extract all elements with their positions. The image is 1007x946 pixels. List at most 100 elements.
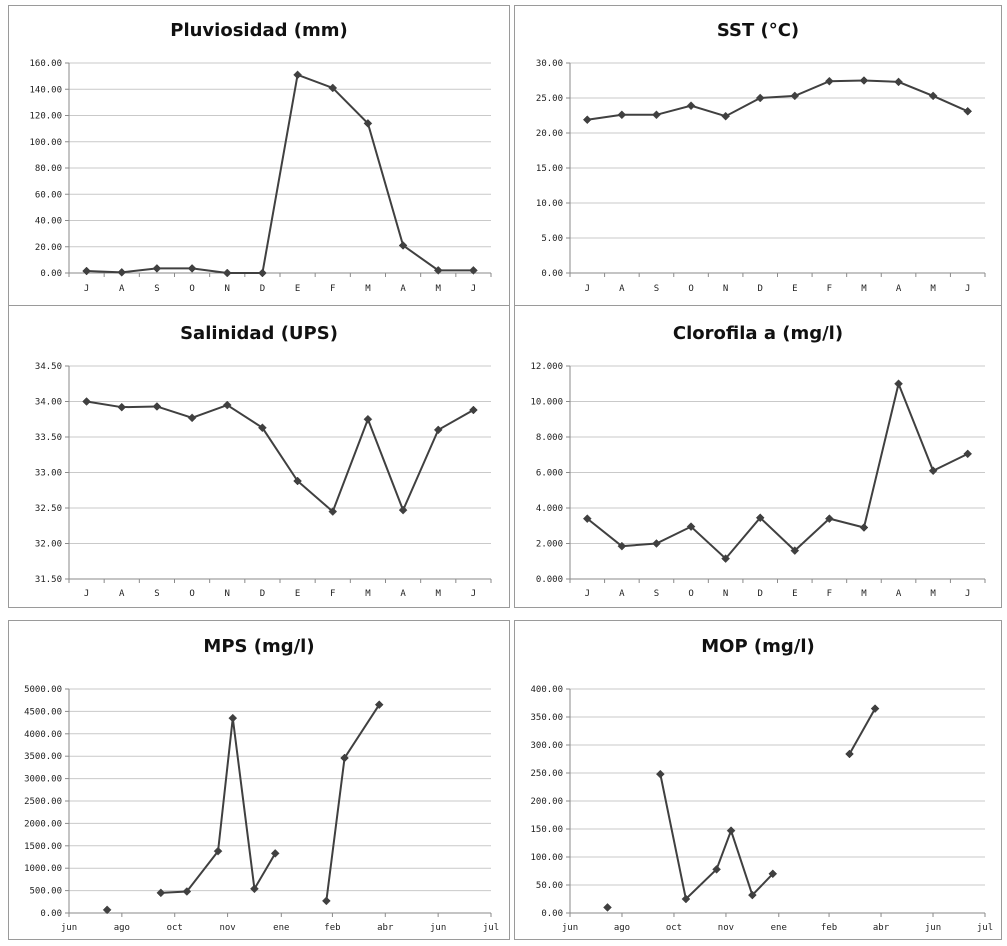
x-tick-label: J xyxy=(471,589,476,599)
y-tick-label: 400.00 xyxy=(530,685,563,695)
data-point xyxy=(222,400,232,410)
data-point xyxy=(152,402,162,411)
data-point xyxy=(963,106,973,116)
y-tick-label: 15.00 xyxy=(536,164,563,174)
y-tick-label: 2500.00 xyxy=(24,797,62,807)
x-tick-label: M xyxy=(861,284,867,294)
chart-title: Clorofila a (mg/l) xyxy=(673,323,843,344)
data-point xyxy=(603,903,612,912)
data-point xyxy=(721,554,730,563)
mop-chart: MOP (mg/l) 0.00 50.00 100.00 150.00 200.00 250… xyxy=(530,636,993,933)
y-tick-label: 10.000 xyxy=(530,398,563,408)
x-tick-label: J xyxy=(965,284,970,294)
x-tick-label: M xyxy=(365,589,371,599)
data-point xyxy=(469,405,478,415)
y-tick-label: 2.000 xyxy=(536,540,563,550)
x-tick-label: abr xyxy=(873,923,890,933)
y-tick-label: 4.000 xyxy=(536,504,563,514)
y-tick-label: 500.00 xyxy=(29,887,62,897)
data-point xyxy=(270,849,280,858)
x-tick-label: J xyxy=(84,284,89,294)
x-tick-label: ago xyxy=(114,923,130,933)
y-tick-label: 1500.00 xyxy=(24,842,62,852)
y-tick-label: 8.000 xyxy=(536,433,563,443)
series-line xyxy=(86,73,474,274)
x-tick-label: A xyxy=(619,284,625,294)
data-point xyxy=(790,546,800,555)
y-tick-label: 25.00 xyxy=(536,94,563,104)
data-point xyxy=(686,522,696,531)
data-point xyxy=(374,700,384,710)
y-tick-label: 30.00 xyxy=(536,59,563,69)
data-point xyxy=(82,397,91,406)
x-tick-label: nov xyxy=(718,923,734,933)
data-point xyxy=(652,539,661,548)
chart-title: SST (°C) xyxy=(717,20,799,41)
x-tick-label: M xyxy=(436,589,442,599)
data-point xyxy=(681,894,691,904)
x-tick-label: jul xyxy=(977,923,993,933)
y-tick-label: 5000.00 xyxy=(24,685,62,695)
data-point xyxy=(250,884,259,894)
chart-panel-salinidad: Salinidad (UPS) 31.50 32.00 32.50 33.00 33.50… xyxy=(8,305,510,608)
x-tick-label: A xyxy=(896,589,902,599)
x-tick-label: S xyxy=(654,284,659,294)
y-tick-label: 50.00 xyxy=(536,881,563,891)
x-tick-label: D xyxy=(757,589,762,599)
y-tick-label: 0.00 xyxy=(541,909,563,919)
x-tick-label: abr xyxy=(377,923,394,933)
y-tick-label: 60.00 xyxy=(35,190,62,200)
y-tick-label: 10.00 xyxy=(536,199,563,209)
x-tick-label: oct xyxy=(666,923,682,933)
x-tick-label: O xyxy=(189,284,194,294)
y-tick-label: 100.00 xyxy=(29,138,62,148)
data-point xyxy=(222,268,232,278)
data-point xyxy=(748,890,757,900)
y-tick-label: 34.50 xyxy=(35,362,62,372)
y-tick-label: 33.00 xyxy=(35,469,62,479)
data-point xyxy=(686,101,696,111)
x-tick-label: M xyxy=(930,589,936,599)
chart-title: MPS (mg/l) xyxy=(203,636,314,657)
series-line xyxy=(160,717,277,894)
chart-panel-mps: MPS (mg/l) 0.00 500.00 1000.00 1500.00 2000.0… xyxy=(8,620,510,940)
data-point xyxy=(433,266,443,275)
x-tick-label: O xyxy=(189,589,194,599)
series-line xyxy=(86,400,474,514)
data-point xyxy=(117,402,127,412)
y-tick-label: 31.50 xyxy=(35,575,62,585)
data-point xyxy=(187,413,197,423)
x-tick-label: oct xyxy=(167,923,183,933)
data-point xyxy=(340,753,349,763)
x-tick-label: N xyxy=(723,284,728,294)
series-line xyxy=(659,773,774,901)
x-tick-label: ene xyxy=(273,923,289,933)
x-tick-label: M xyxy=(930,284,936,294)
data-point xyxy=(398,505,408,515)
y-tick-label: 160.00 xyxy=(29,59,62,69)
x-tick-label: A xyxy=(400,284,406,294)
x-tick-label: A xyxy=(896,284,902,294)
x-tick-label: S xyxy=(154,589,159,599)
data-point xyxy=(363,119,373,128)
x-tick-label: feb xyxy=(821,923,837,933)
chart-panel-mop: MOP (mg/l) 0.00 50.00 100.00 150.00 200.00 250… xyxy=(514,620,1002,940)
x-tick-label: nov xyxy=(219,923,235,933)
y-tick-label: 250.00 xyxy=(530,769,563,779)
data-point xyxy=(721,111,730,121)
data-point xyxy=(363,414,373,424)
data-point xyxy=(617,110,627,120)
data-point xyxy=(228,713,238,723)
data-point xyxy=(182,887,192,896)
y-tick-label: 200.00 xyxy=(530,797,563,807)
y-tick-label: 32.00 xyxy=(35,540,62,550)
x-tick-label: A xyxy=(400,589,406,599)
y-tick-label: 4000.00 xyxy=(24,730,62,740)
y-tick-label: 120.00 xyxy=(29,112,62,122)
x-tick-label: F xyxy=(330,284,335,294)
x-tick-label: ene xyxy=(771,923,787,933)
series-line xyxy=(848,708,876,755)
y-tick-label: 40.00 xyxy=(35,217,62,227)
data-point xyxy=(156,888,166,898)
data-point xyxy=(433,425,443,435)
